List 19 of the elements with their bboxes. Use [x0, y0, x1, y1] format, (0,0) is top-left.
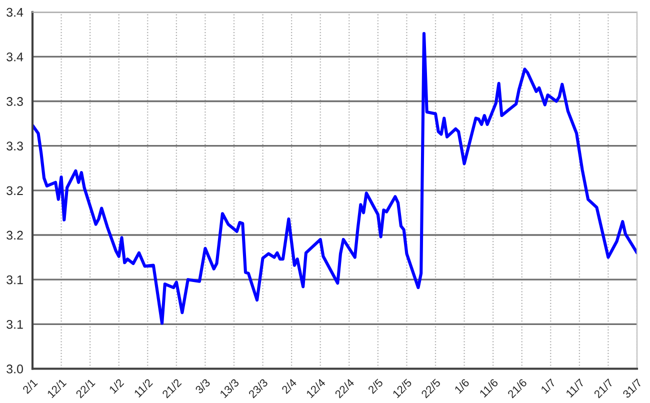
- y-tick-label: 3.4: [6, 8, 24, 17]
- x-tick-label: 11/2: [134, 378, 154, 398]
- y-tick-label: 3.2: [6, 186, 23, 196]
- y-tick-label: 3.3: [6, 97, 23, 106]
- y-tick-label: 3.1: [6, 320, 23, 329]
- x-tick-label: 2/5: [367, 378, 384, 394]
- y-tick-label: 3.1: [6, 275, 23, 284]
- x-tick-label: 1/2: [108, 378, 124, 394]
- x-tick-label: 11/6: [478, 378, 498, 398]
- x-tick-label: 1/6: [454, 378, 470, 394]
- x-tick-label: 1/7: [540, 378, 556, 394]
- x-tick-label: 2/4: [281, 378, 298, 394]
- y-tick-label: 3.4: [6, 52, 24, 62]
- y-tick-label: 3.3: [6, 142, 23, 150]
- y-tick-label: 3.0: [6, 364, 23, 374]
- x-tick-label: 2/1: [22, 378, 38, 394]
- x-tick-label: 3/3: [194, 378, 211, 394]
- y-tick-label: 3.2: [6, 230, 23, 240]
- x-tick-label: 12/1: [46, 378, 67, 398]
